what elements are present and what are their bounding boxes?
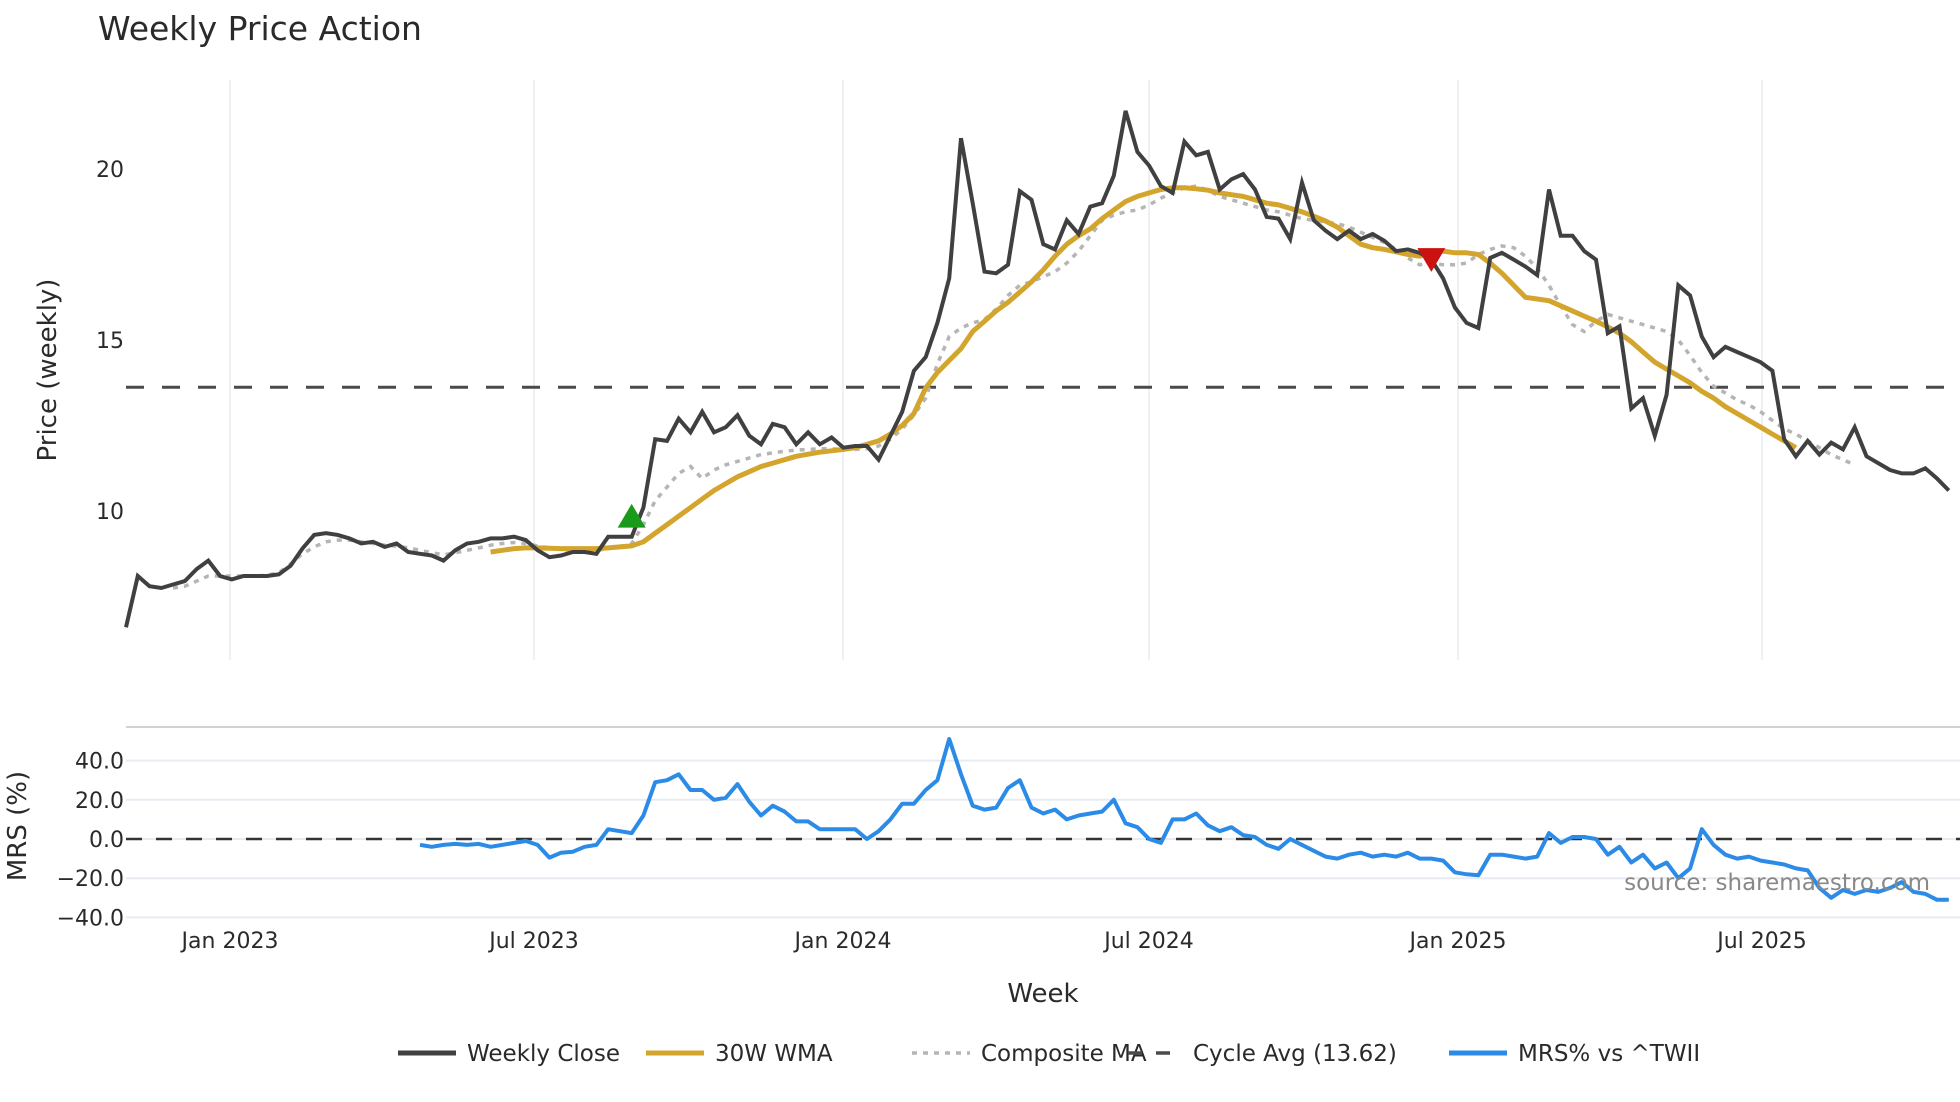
legend-item-composite[interactable]: Composite MA <box>912 1041 1147 1067</box>
x-tick-label: Jan 2023 <box>180 929 279 954</box>
legend-label: MRS% vs ^TWII <box>1518 1041 1700 1067</box>
price-y-axis-ticks: 10 15 20 <box>96 158 124 525</box>
price-y-tick: 20 <box>96 158 124 183</box>
legend-item-weekly-close[interactable]: Weekly Close <box>398 1041 620 1067</box>
x-tick-label: Jan 2024 <box>793 929 892 954</box>
legend-label: Weekly Close <box>467 1041 620 1067</box>
mrs-line <box>419 737 1949 902</box>
mrs-y-tick: 20.0 <box>75 789 124 814</box>
price-panel-series <box>124 110 1960 628</box>
mrs-y-axis-ticks: 40.0 20.0 0.0 −20.0 −40.0 <box>57 750 124 932</box>
x-tick-label: Jan 2025 <box>1408 929 1507 954</box>
price-y-tick: 10 <box>96 500 124 525</box>
x-tick-label: Jul 2023 <box>487 929 579 954</box>
x-axis-title: Week <box>1007 979 1078 1009</box>
legend-label: 30W WMA <box>715 1041 833 1067</box>
price-y-tick: 15 <box>96 329 124 354</box>
mrs-y-tick: −20.0 <box>57 867 124 892</box>
composite-ma-line <box>172 184 1856 590</box>
legend-item-mrs[interactable]: MRS% vs ^TWII <box>1449 1041 1700 1067</box>
source-watermark: source: sharemaestro.com <box>1624 870 1930 896</box>
buy-signal-triangle-icon <box>617 503 646 528</box>
legend-item-cycle[interactable]: Cycle Avg (13.62) <box>1128 1041 1397 1067</box>
x-tick-label: Jul 2024 <box>1102 929 1194 954</box>
x-tick-label: Jul 2025 <box>1715 929 1807 954</box>
legend-label: Cycle Avg (13.62) <box>1193 1041 1397 1067</box>
chart-title: Weekly Price Action <box>98 9 422 48</box>
x-axis-ticks: Jan 2023 Jul 2023 Jan 2024 Jul 2024 Jan 2025… <box>180 929 1807 954</box>
mrs-y-axis-title: MRS (%) <box>3 771 33 881</box>
price-panel-grid <box>229 80 1763 660</box>
legend-item-wma[interactable]: 30W WMA <box>646 1041 833 1067</box>
legend: Weekly Close 30W WMA Composite MA Cycle Avg… <box>398 1041 1700 1067</box>
mrs-y-tick: −40.0 <box>57 906 124 931</box>
wma-line <box>490 185 1798 555</box>
signal-markers <box>617 248 1446 528</box>
mrs-y-tick: 40.0 <box>75 750 124 775</box>
mrs-y-tick: 0.0 <box>89 828 124 853</box>
sell-signal-triangle-icon <box>1417 248 1446 272</box>
legend-label: Composite MA <box>981 1041 1147 1067</box>
mrs-panel-series <box>126 737 1960 902</box>
price-y-axis-title: Price (weekly) <box>33 279 63 462</box>
weekly-close-line <box>124 110 1951 628</box>
